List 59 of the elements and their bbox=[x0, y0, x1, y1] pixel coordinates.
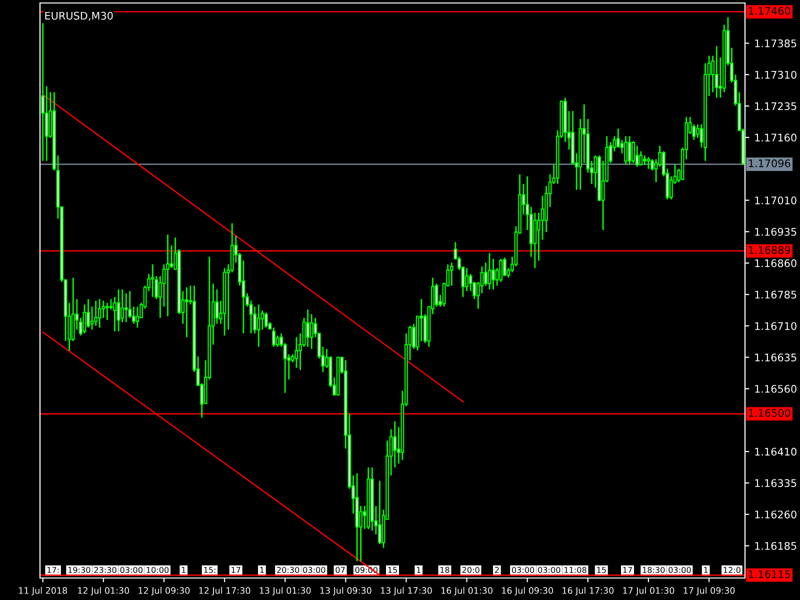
annotation: 07 bbox=[336, 566, 345, 573]
x-tick-label: 12 Jul 17:30 bbox=[199, 587, 250, 596]
x-tick-label: 16 Jul 01:30 bbox=[442, 587, 492, 596]
annotation: 2 bbox=[494, 566, 499, 573]
annotation: 03:00 bbox=[512, 566, 534, 573]
y-tick-label: 1.16860 bbox=[755, 259, 796, 268]
y-tick-label: 1.16935 bbox=[755, 228, 796, 236]
annotation: 15 bbox=[597, 567, 606, 573]
annotation: 03:00 bbox=[120, 566, 142, 573]
ref-line-label: 1.16889 bbox=[748, 246, 790, 254]
y-tick-label: 1.16785 bbox=[755, 290, 796, 299]
annotation: 15: bbox=[204, 567, 216, 573]
y-tick-label: 1.16260 bbox=[755, 510, 796, 518]
x-tick-label: 13 Jul 17:30 bbox=[380, 587, 432, 596]
annotation: 10:00 bbox=[146, 566, 169, 573]
annotation: 17 bbox=[623, 567, 632, 573]
annotation: 18 bbox=[440, 566, 450, 573]
annotation: 18:30 bbox=[642, 566, 665, 573]
annotation: 03:00 bbox=[538, 566, 560, 573]
annotation: 15 bbox=[388, 567, 397, 573]
y-tick-label: 1.17010 bbox=[755, 196, 796, 204]
annotation: 03:00 bbox=[303, 566, 326, 573]
x-tick-label: 13 Jul 01:30 bbox=[260, 587, 311, 596]
y-tick-label: 1.17310 bbox=[755, 70, 796, 79]
y-tick-label: 1.16560 bbox=[755, 384, 796, 393]
annotation: 03:00 bbox=[668, 566, 691, 573]
annotation: 20:0 bbox=[462, 566, 480, 573]
text: EURUSD,M30 bbox=[45, 12, 113, 21]
annotation: 11:08 bbox=[564, 566, 586, 573]
x-tick-label: 11 Jul 2018 bbox=[19, 587, 67, 596]
x-tick-label: 12 Jul 09:30 bbox=[138, 587, 190, 596]
y-tick-label: 1.16635 bbox=[755, 354, 796, 362]
annotation: 1 bbox=[704, 567, 708, 573]
y-tick-label: 1.16335 bbox=[755, 479, 796, 488]
annotation: 23:30 bbox=[94, 566, 116, 573]
x-tick-label: 12 Jul 01:30 bbox=[78, 587, 130, 596]
ref-line-label: 1.17460 bbox=[748, 6, 790, 15]
ref-line-label: 1.17096 bbox=[748, 159, 790, 168]
annotation: 12:0 bbox=[724, 566, 740, 573]
y-tick-label: 1.16185 bbox=[755, 542, 796, 550]
annotation: 17: bbox=[47, 567, 59, 573]
x-tick-label: 13 Jul 09:30 bbox=[320, 587, 372, 596]
y-tick-label: 1.16710 bbox=[755, 322, 796, 330]
annotation: 20:30 bbox=[277, 566, 300, 573]
x-tick-label: 16 Jul 17:30 bbox=[562, 587, 614, 596]
y-tick-label: 1.17160 bbox=[755, 134, 796, 142]
ref-line-label: 1.16500 bbox=[748, 408, 790, 417]
x-tick-label: 17 Jul 09:30 bbox=[684, 587, 735, 596]
y-tick-label: 1.17385 bbox=[755, 39, 796, 48]
x-tick-label: 16 Jul 09:30 bbox=[502, 587, 554, 596]
annotation: 1 bbox=[416, 567, 420, 573]
annotation: 19:30 bbox=[68, 566, 90, 573]
ref-line-label: 1.16115 bbox=[748, 570, 790, 578]
annotation: 1 bbox=[182, 567, 186, 573]
annotation: 1 bbox=[260, 567, 264, 573]
y-tick-label: 1.17235 bbox=[755, 102, 796, 110]
x-tick-label: 17 Jul 01:30 bbox=[623, 587, 674, 596]
annotation: 17 bbox=[232, 567, 240, 573]
y-tick-label: 1.16410 bbox=[755, 448, 796, 456]
